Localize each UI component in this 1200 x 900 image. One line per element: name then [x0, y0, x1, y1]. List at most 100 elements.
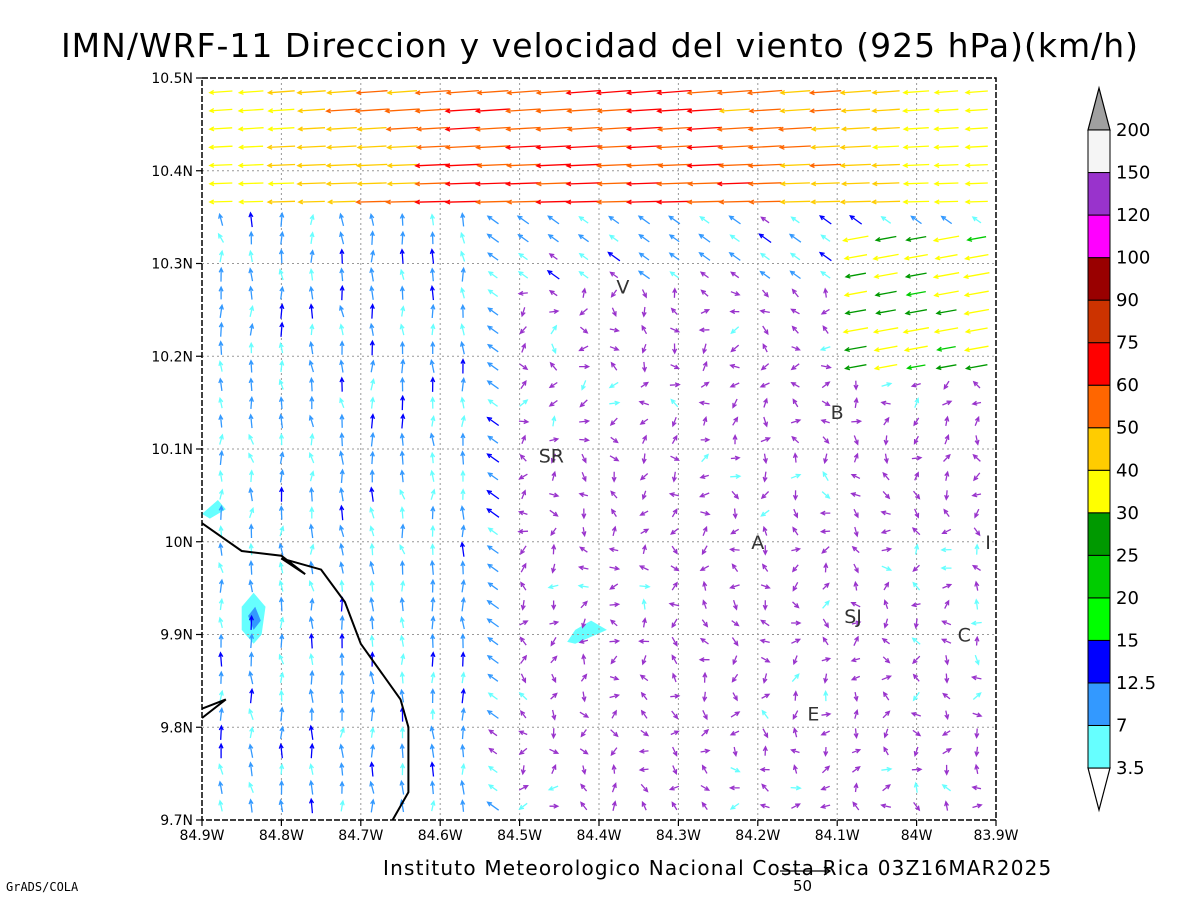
wind-vector [548, 381, 558, 389]
wind-vector [218, 396, 224, 409]
wind-vector [487, 563, 499, 573]
wind-vector [912, 655, 921, 665]
wind-vector [902, 89, 930, 96]
wind-vector [760, 656, 771, 663]
wind-vector [459, 615, 465, 630]
wind-vector [520, 654, 528, 664]
wind-vector [547, 234, 559, 243]
wind-vector [731, 563, 739, 572]
wind-vector [880, 215, 892, 224]
wind-vector [278, 248, 284, 264]
wind-vector [339, 762, 345, 776]
wind-vector [517, 233, 529, 243]
y-tick-label: 9.8N [160, 720, 193, 736]
wind-vector [699, 565, 710, 572]
wind-vector [611, 307, 617, 317]
wind-vector [763, 416, 769, 428]
wind-vector [793, 690, 799, 701]
wind-vector [400, 413, 406, 429]
wind-vector [935, 309, 957, 316]
wind-vector [578, 639, 589, 644]
wind-vector [460, 799, 466, 812]
wind-vector [279, 486, 285, 502]
wind-vector [610, 747, 618, 757]
wind-vector [760, 216, 770, 224]
wind-vector [581, 765, 587, 776]
wind-vector [519, 545, 527, 555]
wind-vector [369, 396, 376, 409]
wind-vector [460, 266, 466, 282]
wind-vector [670, 528, 679, 535]
colorbar-box [1087, 384, 1111, 429]
wind-vector [823, 287, 829, 298]
wind-vector [808, 108, 842, 114]
wind-vector [279, 469, 285, 483]
wind-vector [430, 688, 436, 704]
wind-vector [671, 636, 678, 647]
colorbar-label: 100 [1116, 248, 1150, 269]
wind-vector [579, 364, 591, 370]
wind-vector [790, 748, 800, 754]
wind-vector [668, 234, 680, 243]
wind-vector [853, 782, 859, 793]
wind-vector [964, 144, 988, 150]
wind-vector [902, 126, 929, 132]
wind-vector [671, 434, 678, 445]
wind-vector [548, 289, 558, 297]
wind-vector [551, 600, 557, 611]
wind-vector [943, 453, 951, 462]
wind-vector [609, 271, 619, 279]
wind-vector [668, 785, 680, 791]
wind-vector [638, 748, 649, 754]
x-tick-label: 84.8W [259, 828, 304, 844]
wind-vector [853, 709, 859, 719]
wind-vector [248, 469, 255, 483]
reference-vector [780, 866, 832, 876]
wind-vector [487, 637, 499, 646]
wind-vector [762, 600, 768, 611]
wind-vector [791, 638, 802, 644]
wind-vector [910, 382, 921, 388]
wind-vector [486, 325, 499, 335]
wind-vector [609, 565, 621, 571]
wind-vector [218, 488, 224, 500]
wind-vector [904, 272, 927, 279]
wind-vector [399, 596, 405, 612]
wind-vector [519, 363, 529, 371]
wind-vector [369, 579, 375, 592]
wind-vector [759, 252, 770, 261]
wind-vector [429, 761, 435, 777]
wind-vector [399, 616, 405, 629]
wind-vector [944, 470, 950, 481]
wind-vector [913, 435, 919, 445]
colorbar-box [1087, 469, 1111, 514]
wind-vector [910, 602, 921, 608]
wind-vector [460, 212, 466, 227]
wind-vector [759, 638, 770, 644]
wind-vector [339, 542, 345, 556]
wind-vector [249, 726, 255, 739]
wind-vector [791, 288, 799, 298]
wind-vector [218, 562, 224, 573]
wind-vector [217, 232, 225, 243]
wind-vector [759, 382, 770, 388]
wind-vector [941, 784, 951, 792]
wind-vector [278, 542, 284, 556]
wind-vector [460, 303, 466, 318]
x-tick-label: 84W [901, 828, 933, 844]
wind-vector [460, 725, 466, 740]
wind-vector [729, 234, 740, 243]
wind-vector [819, 346, 831, 351]
wind-vector [942, 583, 953, 589]
wind-vector [520, 307, 526, 318]
wind-vector [521, 342, 527, 353]
wind-vector [669, 271, 679, 279]
wind-vector [762, 745, 768, 756]
wind-vector [487, 435, 499, 444]
wind-vector [486, 416, 500, 427]
wind-vector [278, 378, 284, 390]
wind-vector [762, 545, 768, 556]
wind-vector [608, 547, 619, 553]
wind-vector [386, 163, 417, 169]
wind-vector [506, 199, 540, 205]
